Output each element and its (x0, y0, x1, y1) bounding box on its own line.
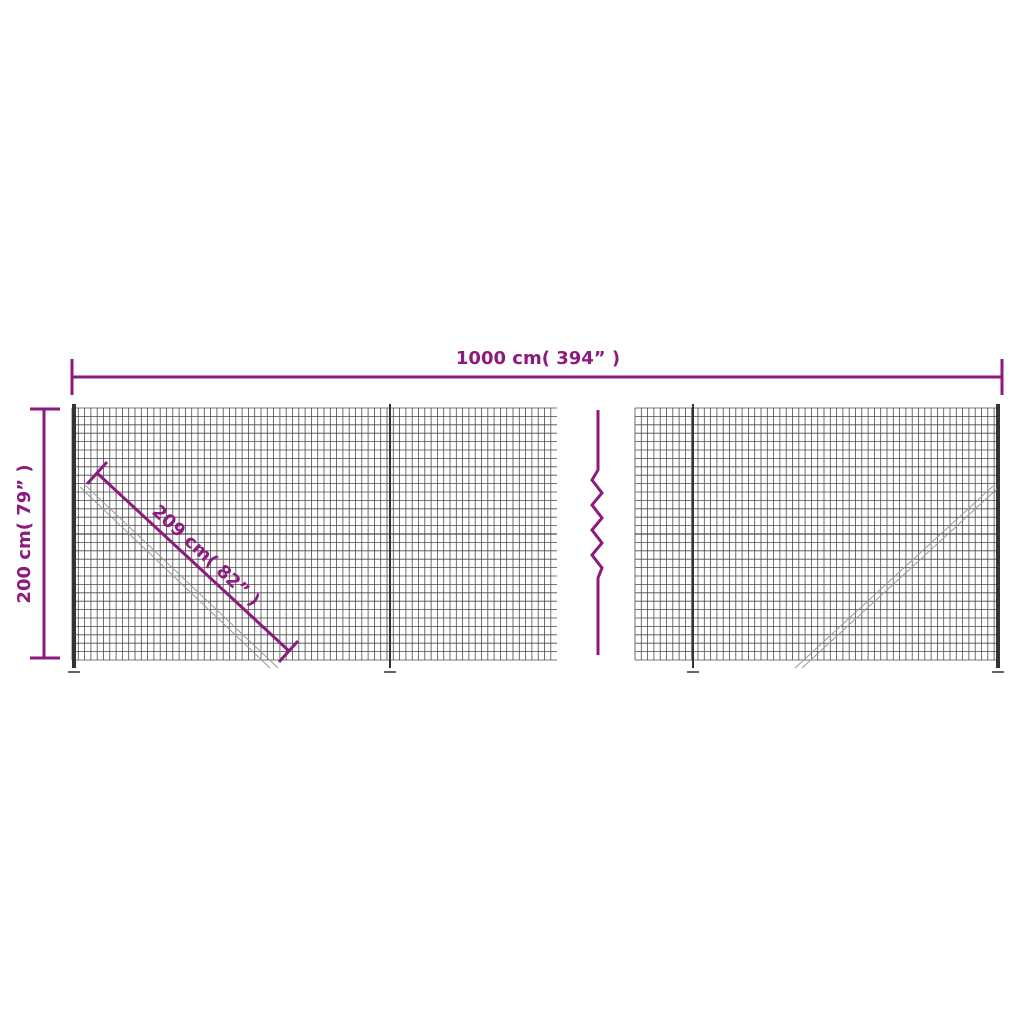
diagonal-dimension-line (85, 460, 300, 664)
width-dimension-line (70, 359, 1004, 395)
right-brace (794, 485, 998, 669)
height-label: 200 cm( 79” ) (14, 464, 35, 603)
height-dimension-line (30, 407, 60, 660)
right-fence-panel (634, 407, 1000, 661)
width-label: 1000 cm( 394” ) (456, 348, 620, 369)
fence-posts (68, 404, 1004, 673)
left-fence-panel (71, 407, 557, 661)
left-brace (79, 483, 279, 669)
break-symbol (590, 410, 604, 655)
